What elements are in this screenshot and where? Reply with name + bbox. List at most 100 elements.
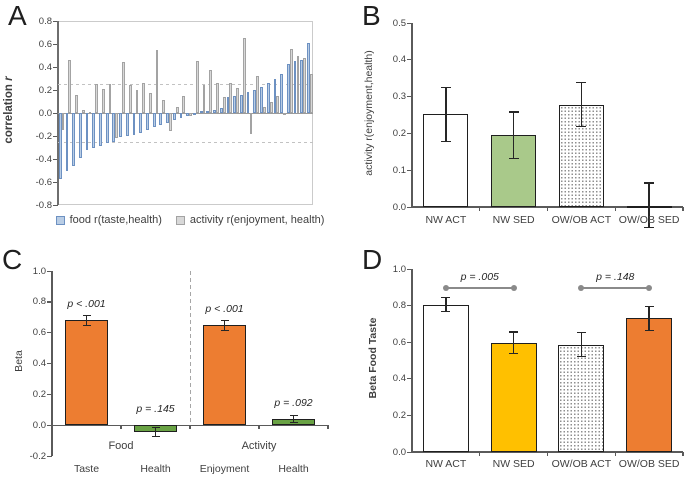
bar-gray [242,38,246,113]
y-tick-label: 0.1 [392,164,406,176]
bar-gray [101,88,105,113]
zero-line [58,112,313,114]
bar-blue [166,113,169,124]
significance-bracket-dot [510,285,517,292]
y-tick-mark [407,169,412,171]
panel-c-letter: C [2,244,23,275]
y-tick-mark [53,89,58,91]
legend-label: activity r(enjoyment, health) [189,214,325,226]
y-tick-mark [47,301,52,303]
bar-gray [229,83,233,113]
y-tick-mark [53,158,58,160]
y-tick-mark [407,341,412,343]
y-tick-mark [47,332,52,334]
error-bar-cap [440,140,451,143]
error-bar-line [445,87,447,142]
bar-gray [289,48,293,113]
error-bar-cap [441,297,451,299]
y-tick-mark [53,135,58,137]
y-axis-line [411,269,413,452]
y-tick-label: 1.0 [392,263,406,275]
p-value-label: p = .148 [596,271,635,284]
bar-blue [172,113,176,120]
significance-bracket-line [581,287,650,289]
category-label: Health [140,463,171,475]
panel-d: D Beta Food Taste 1.0 0.8 0.6 0.4 0.2 0.0 NW A… [342,238,685,477]
bar-blue [307,42,310,113]
bar-blue [58,113,62,179]
legend-label: food r(taste,health) [69,214,162,226]
bar-gray [216,83,219,113]
y-tick-mark [407,206,412,208]
bar-gray [236,87,239,113]
error-bar-line [154,427,157,437]
category-label: NW SED [492,214,535,226]
bar-blue [260,86,263,113]
y-tick-mark [53,112,58,114]
y-tick-label: 0.4 [32,358,46,369]
y-tick-label: -0.6 [35,176,52,188]
bar-blue [199,110,203,113]
category-label: OW/OB SED [618,458,680,470]
bar-white [422,304,469,452]
y-tick-label: 0.0 [38,107,52,119]
x-tick-mark [614,452,616,456]
y-tick-label: 0.3 [392,91,406,103]
bar-blue [246,92,250,113]
category-label: OW/OB ACT [551,214,612,226]
significance-bracket-dot [646,285,653,292]
y-tick-mark [53,204,58,206]
y-tick-mark [53,181,58,183]
x-tick-mark [479,207,481,211]
y-tick-label: 0.5 [392,17,406,29]
error-bar-cap [82,324,91,327]
category-label: NW ACT [425,458,467,470]
bar-gray [303,57,307,113]
error-bar-cap [289,421,298,424]
panel-b-plot: 0.5 0.4 0.3 0.2 0.1 0.0 NW ACT NW SED OW/OB ACT O… [342,0,685,238]
y-tick-label: 0.4 [392,373,406,385]
bar-gray [269,101,273,113]
error-bar-line [512,112,515,159]
category-label: Taste [73,463,100,475]
y-tick-label: 0.2 [392,127,406,139]
bar-gray [68,60,72,113]
x-tick-mark [546,452,549,456]
bar-gray [81,109,85,113]
panel-a-plot: 0.8 0.6 0.4 0.2 0.0 -0.2 -0.4 -0.6 -0.8 [0,0,342,238]
y-tick-mark [53,43,58,45]
category-label: OW/OB ACT [551,458,612,470]
bar-blue [112,113,116,142]
y-tick-label: 0.2 [38,84,52,96]
error-bar-line [292,415,295,423]
x-tick-mark [189,425,191,430]
x-tick-mark [614,207,616,211]
y-tick-mark [407,414,412,417]
panel-a: A correlation r 0.8 0.6 0.4 0.2 0.0 -0.2 -0.4-… [0,0,342,238]
error-bar-cap [576,126,587,128]
panel-d-letter: D [362,244,383,275]
significance-bracket-dot [442,285,449,292]
y-tick-label: 0.8 [32,296,46,308]
error-bar-cap [151,427,160,429]
y-tick-label: -0.4 [35,153,52,165]
x-tick-mark [51,425,53,430]
bar-blue [125,113,129,136]
category-label: NW SED [492,458,535,470]
y-tick-label: 0.0 [392,446,406,458]
error-bar-cap [576,355,586,358]
category-label: Enjoyment [199,463,250,475]
y-tick-label: 0.4 [38,61,52,73]
error-bar-cap [289,415,298,417]
bar-blue [253,90,257,113]
bar-gray [128,85,132,113]
bar-gray [256,76,260,113]
p-value-label: p < .001 [205,303,244,316]
error-bar-cap [644,329,654,331]
significance-bracket-dot [578,285,585,292]
bar-blue [226,96,230,113]
y-tick-mark [407,96,412,98]
bar-gray [61,113,65,131]
bar-gray [175,107,179,113]
y-tick-mark [407,305,412,307]
